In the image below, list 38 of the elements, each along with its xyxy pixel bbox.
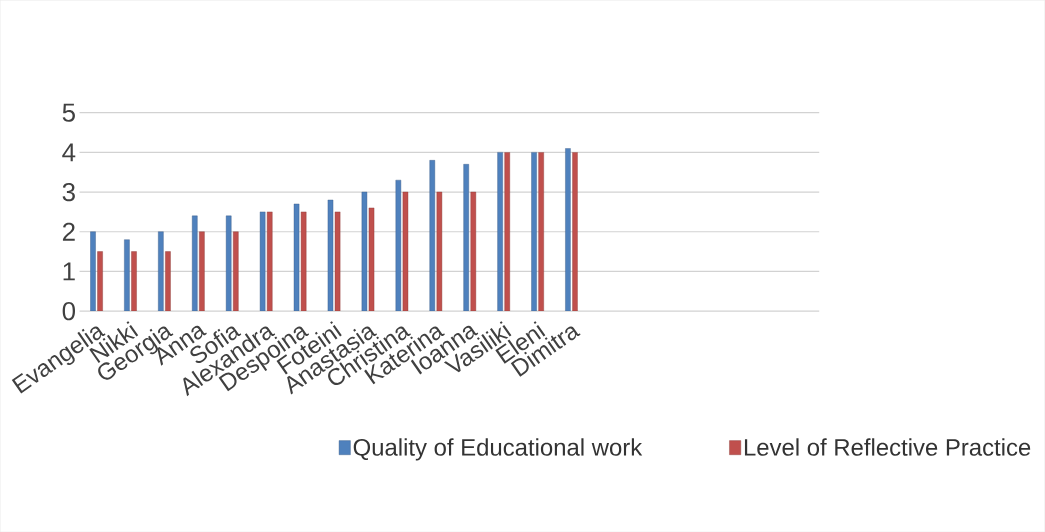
bar [504,152,510,311]
bar [199,231,205,311]
bar [565,148,571,311]
bar [334,211,341,311]
bar [327,199,334,311]
y-tick-label: 3 [62,182,75,202]
bar [259,211,266,311]
y-tick-label: 0 [62,301,76,321]
bar [361,191,368,311]
bar [225,215,232,311]
bar [531,152,537,311]
bar [395,179,402,311]
bar [158,231,164,311]
y-tick-label: 2 [62,222,75,241]
y-tick-label: 1 [63,262,75,281]
bar [266,211,273,311]
y-tick-label: 4 [62,143,76,162]
bar [402,191,409,311]
legend-label: Level of Reflective Practice [744,438,1031,456]
bar [131,251,137,311]
bar [90,231,96,311]
bar [293,203,300,311]
legend-label: Quality of Educational work [353,438,643,461]
bar [300,211,307,311]
bar [436,191,443,311]
bar [192,215,198,311]
bar [124,239,130,311]
bar [97,251,103,311]
bar [463,163,469,311]
bar [470,191,477,311]
bar [497,152,503,311]
bar [368,207,375,311]
bar [165,251,171,311]
y-tick-label: 5 [62,103,75,122]
bar [572,152,578,311]
bar [429,159,436,311]
bar [538,152,544,311]
bar [233,231,239,311]
